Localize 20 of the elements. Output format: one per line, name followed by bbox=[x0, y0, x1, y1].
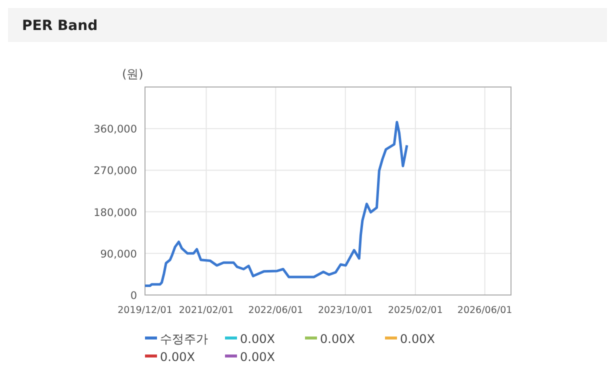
line-series bbox=[144, 120, 408, 288]
legend-label: 0.00X bbox=[240, 350, 275, 364]
chart-title: PER Band bbox=[22, 18, 98, 34]
x-tick-label: 2025/02/01 bbox=[388, 305, 443, 316]
legend-label: 수정주가 bbox=[160, 332, 208, 346]
legend-label: 0.00X bbox=[240, 332, 275, 346]
legend-label: 0.00X bbox=[320, 332, 355, 346]
y-tick-label: 270,000 bbox=[94, 165, 137, 178]
x-tick-label: 2021/02/01 bbox=[178, 305, 234, 316]
y-tick-label: 360,000 bbox=[94, 124, 137, 136]
x-tick-label: 2026/06/01 bbox=[457, 305, 512, 316]
legend-label: 0.00X bbox=[400, 332, 435, 346]
x-tick-label: 2022/06/01 bbox=[248, 305, 304, 316]
y-tick-label: 180,000 bbox=[94, 206, 137, 219]
y-tick-label: 90,000 bbox=[100, 248, 137, 260]
y-tick-label: 0 bbox=[130, 290, 137, 302]
x-tick-label: 2023/10/01 bbox=[318, 305, 373, 316]
legend-label: 0.00X bbox=[160, 350, 195, 364]
x-tick-label: 2019/12/01 bbox=[118, 305, 172, 316]
y-axis-title: (원) bbox=[122, 67, 144, 81]
